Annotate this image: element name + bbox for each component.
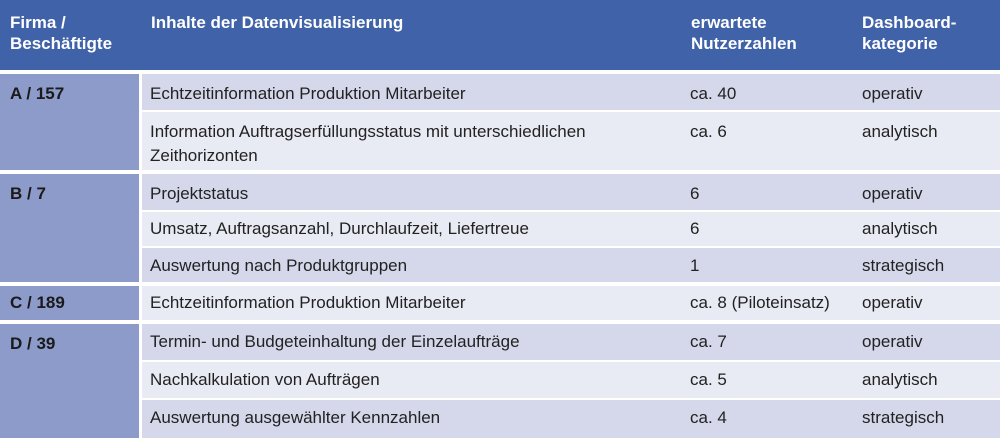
firm-cell-b: B / 7 (0, 174, 139, 282)
table-row: Auswertung nach Produktgruppen 1 strateg… (142, 248, 1000, 282)
category-cell: operativ (862, 184, 923, 203)
category-cell: operativ (862, 293, 923, 312)
category-cell: analytisch (862, 122, 938, 141)
header-nutzerzahlen: erwartete Nutzerzahlen (691, 13, 797, 53)
category-cell: strategisch (862, 408, 945, 427)
table-row: Echtzeitinformation Produktion Mitarbeit… (142, 74, 1000, 110)
firm-cell-d: D / 39 (0, 324, 139, 438)
firm-label: D / 39 (10, 334, 56, 353)
content-cell: Auswertung ausgewählter Kennzahlen (150, 408, 441, 427)
users-cell: ca. 8 (Piloteinsatz) (690, 293, 830, 312)
firm-label: C / 189 (10, 293, 65, 312)
content-cell: Echtzeitinformation Produktion Mitarbeit… (150, 293, 466, 312)
users-cell: 6 (690, 184, 700, 203)
table-row: Echtzeitinformation Produktion Mitarbeit… (142, 286, 1000, 320)
content-cell: Echtzeitinformation Produktion Mitarbeit… (150, 84, 466, 103)
users-cell: ca. 5 (690, 370, 727, 389)
category-cell: analytisch (862, 219, 938, 238)
table-row: Information Auftragserfüllungsstatus mit… (142, 112, 1000, 170)
content-cell: Projektstatus (150, 184, 249, 203)
content-cell: Termin- und Budgeteinhaltung der Einzela… (150, 332, 520, 351)
table-row: Umsatz, Auftragsanzahl, Durchlaufzeit, L… (142, 212, 1000, 246)
table-header: Firma / Beschäftigte Inhalte der Datenvi… (0, 0, 1000, 70)
firm-cell-c: C / 189 (0, 286, 139, 320)
firm-label: B / 7 (10, 184, 46, 203)
firm-cell-a: A / 157 (0, 74, 139, 170)
category-cell: operativ (862, 84, 923, 103)
users-cell: 6 (690, 219, 700, 238)
header-inhalte: Inhalte der Datenvisualisierung (151, 13, 404, 32)
content-cell: Information Auftragserfüllungsstatus mit… (150, 122, 586, 165)
users-cell: 1 (690, 256, 700, 275)
users-cell: ca. 6 (690, 122, 727, 141)
category-cell: operativ (862, 332, 923, 351)
users-cell: ca. 7 (690, 332, 727, 351)
header-kategorie: Dashboard- kategorie (862, 13, 957, 53)
header-firma: Firma / Beschäftigte (10, 13, 113, 53)
category-cell: analytisch (862, 370, 938, 389)
table-row: Projektstatus 6 operativ (142, 174, 1000, 210)
table-row: Auswertung ausgewählter Kennzahlen ca. 4… (142, 400, 1000, 438)
table-row: Termin- und Budgeteinhaltung der Einzela… (142, 324, 1000, 360)
content-cell: Auswertung nach Produktgruppen (150, 256, 408, 275)
table-row: Nachkalkulation von Aufträgen ca. 5 anal… (142, 362, 1000, 398)
content-cell: Nachkalkulation von Aufträgen (150, 370, 380, 389)
firm-label: A / 157 (10, 84, 65, 103)
users-cell: ca. 40 (690, 84, 737, 103)
category-cell: strategisch (862, 256, 945, 275)
content-cell: Umsatz, Auftragsanzahl, Durchlaufzeit, L… (150, 219, 529, 238)
users-cell: ca. 4 (690, 408, 727, 427)
